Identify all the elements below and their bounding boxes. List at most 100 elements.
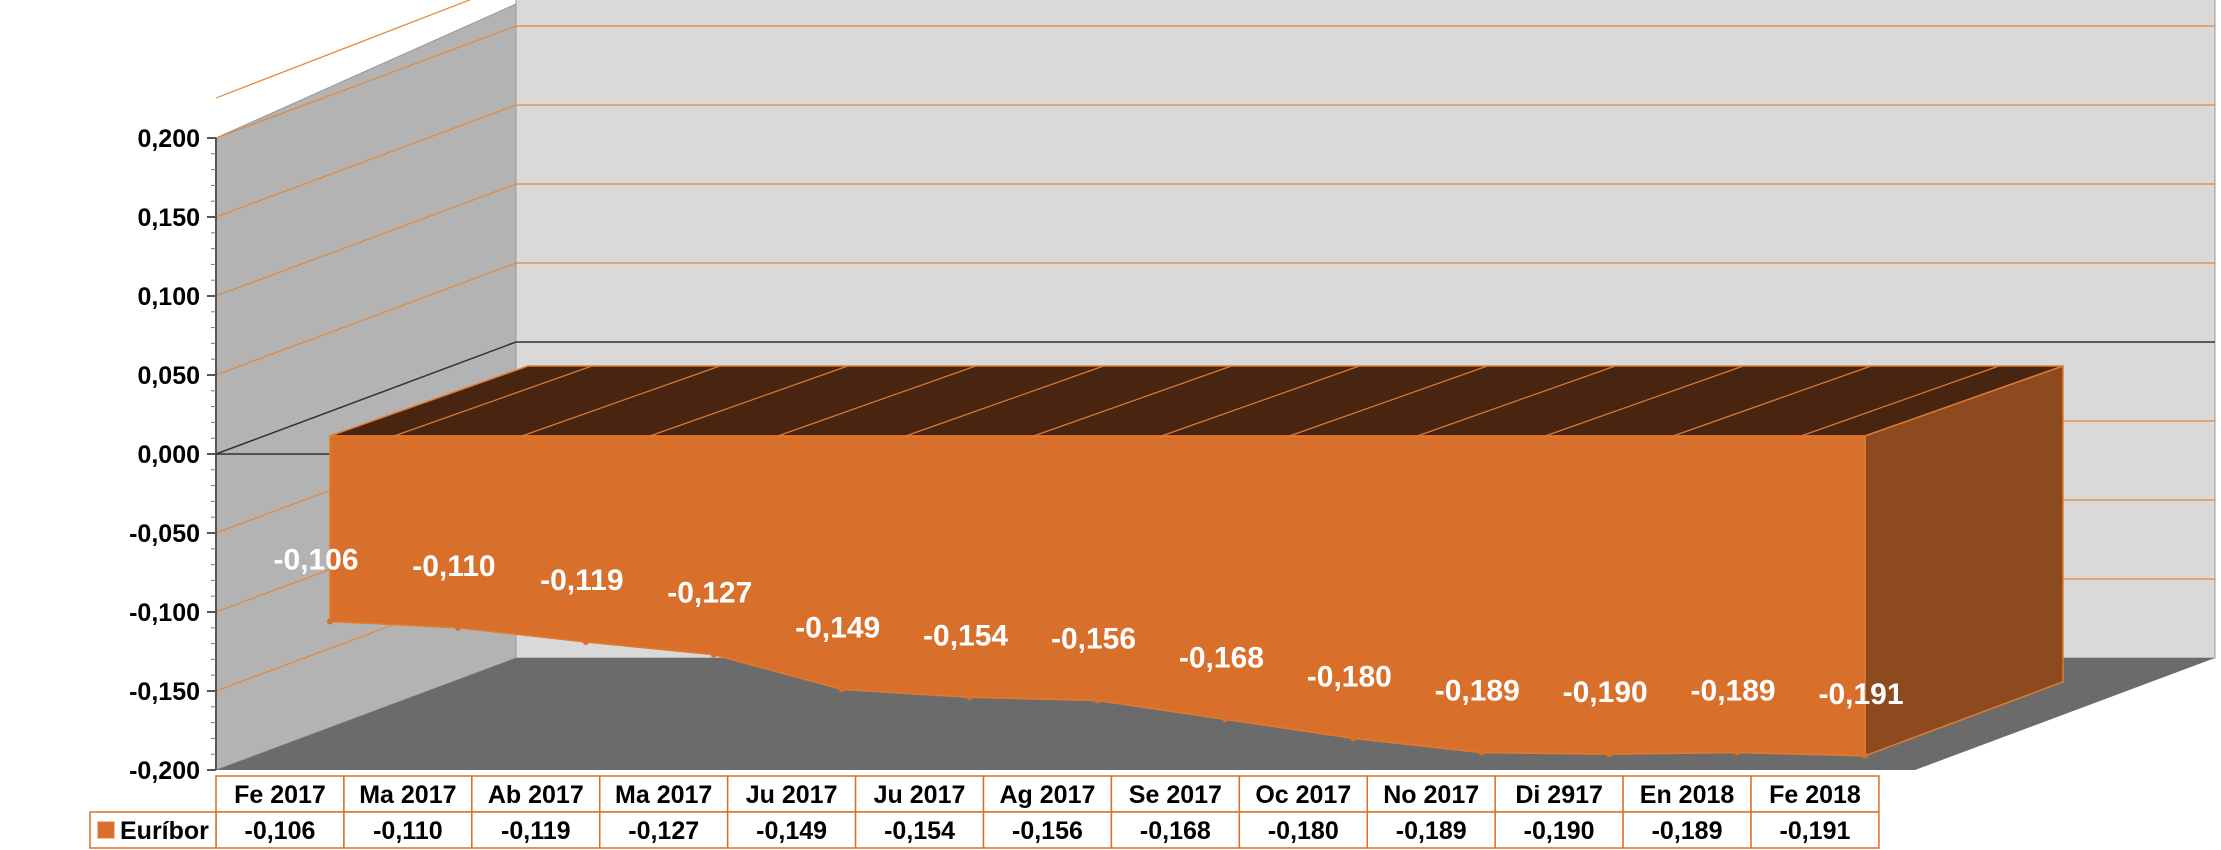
table-category-label: Fe 2017 [234,781,326,809]
gridline-top [215,0,472,99]
table-category-label: Ab 2017 [488,781,584,809]
table-value-cell [1110,811,1241,849]
table-category-label: Se 2017 [1129,781,1222,809]
table-category-label: Ju 2017 [874,781,966,809]
data-label: -0,106 [273,543,358,576]
gridline-side-2 [215,183,517,297]
table-value: -0,168 [1140,817,1211,845]
data-label: -0,189 [1435,675,1520,708]
table-value-cell [343,811,473,849]
data-label: -0,189 [1691,675,1776,708]
table-header-cell [1494,775,1624,813]
table-value: -0,106 [245,817,316,845]
data-label: -0,190 [1563,676,1648,709]
gridline-side-4 [215,341,517,455]
table-value-cell [599,811,729,849]
data-point-1 [454,624,461,631]
top-face-divider [777,365,976,437]
y-tick-label: 0,150 [137,204,200,232]
area-top-face [329,365,2064,437]
legend-swatch [97,821,115,839]
area-front-face [329,435,1866,757]
table-value: -0,189 [1652,817,1723,845]
data-point-10 [1606,751,1613,758]
table-header-cell [1110,775,1241,813]
data-label: -0,156 [1051,622,1136,655]
gridline-side-3 [215,262,517,376]
y-tick-label: 0,000 [137,441,200,469]
data-point-9 [1478,749,1485,756]
y-tick-label: 0,100 [137,283,200,311]
data-label: -0,119 [540,564,623,597]
top-face-divider [1289,365,1488,437]
data-label: -0,127 [667,577,752,610]
table-category-label: Ma 2017 [615,781,712,809]
table-value: -0,110 [373,817,443,845]
table-category-label: Ju 2017 [746,781,838,809]
y-tick-label: -0,200 [129,757,200,785]
table-category-label: Di 2917 [1515,781,1603,809]
table-value: -0,191 [1780,817,1851,845]
top-face-divider [521,365,721,437]
table-value: -0,149 [756,817,827,845]
table-category-label: No 2017 [1383,781,1479,809]
data-point-3 [710,651,717,658]
table-value-cell [982,811,1113,849]
top-face-divider [649,365,848,437]
data-table: Fe 2017 -0,106 Ma 2017 -0,110 Ab 2017 -0,119 M… [89,775,1880,849]
top-face-divider [905,365,1104,437]
table-value-cell [1622,811,1752,849]
data-label: -0,180 [1307,660,1392,693]
table-value: -0,190 [1524,817,1595,845]
data-point-0 [327,618,333,625]
y-tick-label: -0,150 [129,678,200,706]
data-label: -0,110 [412,550,495,583]
table-category-label: Oc 2017 [1255,781,1351,809]
top-face-divider [393,365,593,437]
table-value-cell [471,811,601,849]
table-value: -0,156 [1012,817,1083,845]
top-face-divider [1033,365,1232,437]
data-point-5 [966,694,973,701]
table-header-cell [982,775,1113,813]
top-face-divider [1672,365,1872,437]
table-category-label: En 2018 [1640,781,1735,809]
data-labels: -0,106 -0,110 -0,119 -0,127 -0,149 -0,154 -0,1… [273,543,1903,710]
table-value-cell [854,811,985,849]
table-value: -0,189 [1396,817,1467,845]
y-tick-label: -0,100 [129,599,200,627]
top-face-divider [1545,365,1744,437]
top-face-divider [1417,365,1616,437]
table-category-label: Ag 2017 [1000,781,1096,809]
y-tick-label: -0,050 [129,520,200,548]
table-header-cell [1750,775,1880,813]
table-value-cell [215,811,345,849]
table-value: -0,127 [628,817,699,845]
data-point-7 [1222,716,1229,723]
data-point-12 [1862,752,1868,759]
y-tick-label: 0,050 [137,362,200,390]
table-value-cell [726,811,857,849]
table-value: -0,180 [1268,817,1339,845]
data-label: -0,154 [923,619,1008,652]
gridline-side-1 [215,104,517,218]
top-face-divider [1161,365,1360,437]
table-header-cell [343,775,473,813]
series-euribor [327,364,2064,759]
data-point-8 [1350,735,1357,742]
table-category-label: Ma 2017 [359,781,456,809]
data-label: -0,149 [795,611,880,644]
table-category-label: Fe 2018 [1769,781,1861,809]
top-face-divider [1800,365,2000,437]
table-header-cell [854,775,985,813]
table-value-cell [1750,811,1880,849]
y-tick-label: 0,200 [137,125,200,153]
data-label: -0,191 [1818,678,1903,711]
gridline-side-0 [215,25,517,139]
data-point-11 [1734,749,1741,756]
legend-label: Euríbor [120,817,209,845]
data-point-6 [1094,697,1101,704]
data-point-4 [838,686,845,693]
table-value: -0,154 [884,817,955,845]
